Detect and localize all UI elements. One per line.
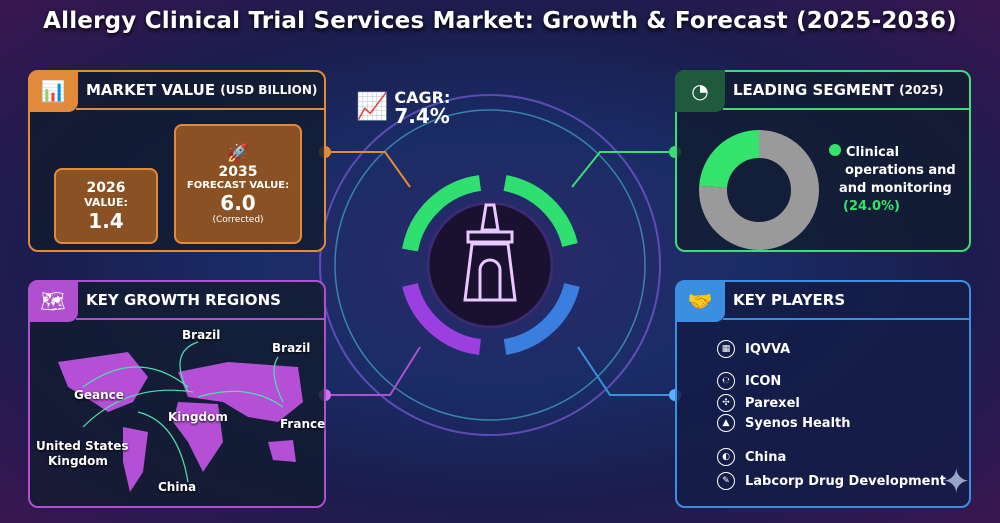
key-growth-regions-panel: 🗺 KEY GROWTH REGIONS Brazil Brazil Geanc… (28, 280, 326, 508)
world-map-icon: 🗺 (28, 280, 78, 322)
current-value-box: 2026 VALUE: 1.4 (54, 168, 158, 244)
donut-segment-slice (699, 130, 819, 250)
building-icon: ▦ (717, 340, 735, 358)
leading-segment-panel: ◔ LEADING SEGMENT (2025) Clinical operat… (675, 70, 971, 252)
bag-icon: ▲ (717, 414, 735, 432)
growth-chart-icon: 📈 (356, 92, 389, 122)
player-item: ◐ China (717, 448, 786, 466)
pill-icon: ✎ (717, 472, 735, 490)
cagr-badge: 📈 CAGR: 7.4% (356, 88, 451, 128)
forecast-value-box: 🚀 2035 FORECAST VALUE: 6.0 (Corrected) (174, 124, 302, 244)
market-value-panel: 📊 MARKET VALUE (USD BILLION) 2026 VALUE:… (28, 70, 326, 252)
ring-purple (402, 282, 482, 355)
legend-dot (829, 144, 841, 156)
player-item: ✎ Labcorp Drug Development (717, 472, 946, 490)
ring-green-right (503, 175, 578, 248)
player-item: ▦ IQVVA (717, 340, 790, 358)
rocket-icon: 🚀 (226, 143, 250, 164)
molecule-icon: ✣ (717, 394, 735, 412)
ring-green (402, 175, 482, 252)
handshake-icon: 🤝 (675, 280, 725, 322)
ring-blue (503, 282, 580, 355)
player-item: ▲ Syenos Health (717, 414, 851, 432)
leaf-icon: ◐ (717, 448, 735, 466)
player-item: ℮ ICON (717, 372, 781, 390)
bar-chart-icon: 📊 (28, 70, 78, 112)
nasal-spray-icon (463, 203, 517, 302)
segment-legend: Clinical operations and and monitoring (… (829, 144, 956, 216)
logo-icon: ℮ (717, 372, 735, 390)
pie-chart-icon: ◔ (675, 70, 725, 112)
key-players-panel: 🤝 KEY PLAYERS ▦ IQVVA ℮ ICON ✣ Parexel ▲ Sye… (675, 280, 971, 508)
world-map (58, 341, 303, 492)
page-title: Allergy Clinical Trial Services Market: … (43, 8, 957, 34)
player-item: ✣ Parexel (717, 394, 800, 412)
segment-donut (699, 130, 819, 250)
sparkle-icon: ✦ (942, 462, 971, 502)
